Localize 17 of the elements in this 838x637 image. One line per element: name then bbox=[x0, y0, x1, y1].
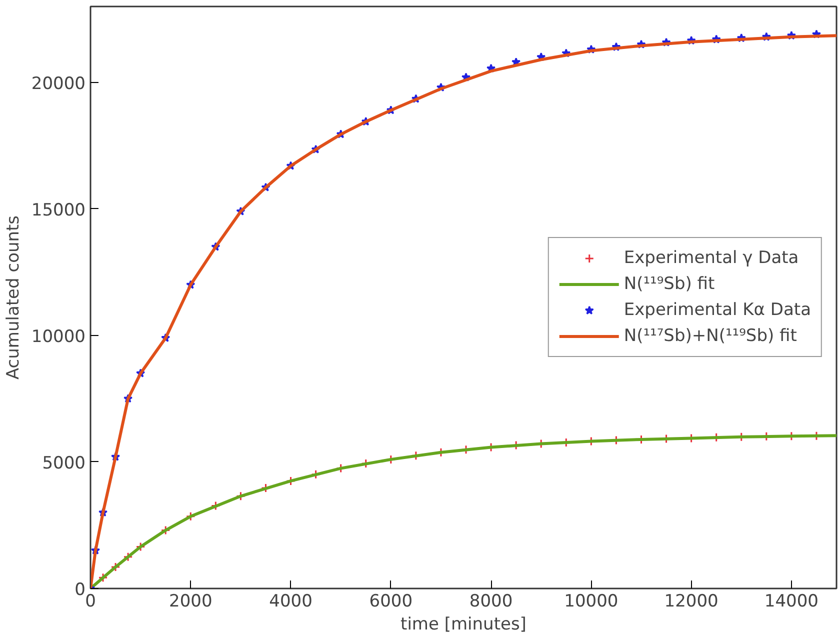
y-tick-label: 5000 bbox=[42, 453, 86, 474]
x-tick-label: 8000 bbox=[469, 592, 513, 612]
x-tick-label: 6000 bbox=[369, 592, 413, 612]
x-tick-label: 2000 bbox=[169, 592, 212, 612]
y-axis-title: Acumulated counts bbox=[3, 215, 24, 380]
x-tick-label: 4000 bbox=[269, 592, 312, 612]
legend-label: Experimental Kα Data bbox=[624, 300, 811, 320]
x-tick-label: 12000 bbox=[664, 592, 718, 612]
x-axis-title: time [minutes] bbox=[400, 614, 526, 634]
legend-label: N(¹¹⁷Sb)+N(¹¹⁹Sb) fit bbox=[624, 326, 797, 346]
y-tick-label: 15000 bbox=[31, 200, 86, 220]
x-tick-label: 10000 bbox=[564, 592, 618, 612]
x-tick-label: 14000 bbox=[764, 592, 818, 612]
legend-label: N(¹¹⁹Sb) fit bbox=[624, 274, 715, 294]
legend-label: Experimental γ Data bbox=[624, 248, 799, 268]
y-tick-label: 10000 bbox=[31, 326, 86, 347]
y-tick-label: 20000 bbox=[31, 74, 86, 94]
